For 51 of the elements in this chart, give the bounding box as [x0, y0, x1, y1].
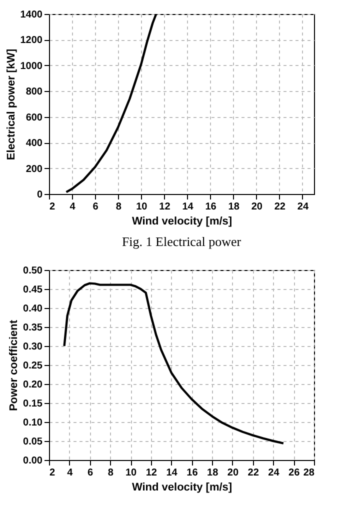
x-tick-label: 14	[166, 468, 178, 478]
y-tick-label: 0.50	[23, 266, 43, 276]
x-tick-label: 6	[87, 468, 94, 478]
y-tick-label: 0.40	[23, 304, 43, 314]
x-tick-label: 6	[92, 202, 99, 212]
y-tick-label: 0.20	[23, 380, 43, 390]
y-tick-label: 0.15	[23, 398, 43, 410]
x-tick-label: 10	[125, 468, 138, 478]
x-tick-label: 4	[70, 202, 76, 212]
y-tick-label: 600	[26, 112, 43, 124]
x-tick-label: 2	[50, 468, 56, 478]
x-axis-title: Wind velocity [m/s]	[132, 482, 232, 494]
y-tick-label: 0.05	[23, 436, 43, 448]
x-tick-label: 20	[227, 468, 239, 478]
x-tick-label: 10	[136, 202, 148, 212]
x-tick-label: 8	[116, 202, 122, 212]
x-tick-label: 12	[146, 468, 158, 478]
x-tick-label: 4	[67, 468, 74, 478]
x-axis-title: Wind velocity [m/s]	[132, 216, 232, 228]
y-tick-label: 0.00	[23, 456, 43, 466]
x-tick-label: 8	[108, 468, 114, 478]
x-tick-label: 12	[159, 202, 171, 212]
y-tick-label: 0.35	[23, 322, 43, 334]
y-tick-label: 400	[26, 138, 43, 150]
y-tick-label: 0	[36, 190, 43, 200]
x-tick-label: 24	[297, 202, 309, 212]
x-tick-label: 16	[186, 468, 198, 478]
x-tick-label: 26	[288, 468, 300, 478]
x-tick-label: 18	[207, 468, 219, 478]
x-tick-label: 22	[274, 202, 286, 212]
y-tick-label: 0.30	[23, 342, 43, 352]
caption: Fig. 1 Electrical power	[122, 234, 242, 249]
x-tick-label: 2	[50, 202, 56, 212]
y-tick-label: 200	[26, 164, 43, 175]
y-tick-label: 1200	[20, 35, 43, 46]
x-tick-label: 20	[251, 202, 263, 212]
x-tick-label: 24	[268, 468, 280, 478]
x-tick-label: 16	[205, 202, 217, 212]
y-tick-label: 0.25	[23, 360, 43, 372]
y-tick-label: 0.10	[23, 418, 43, 428]
x-tick-label: 18	[228, 202, 240, 212]
y-tick-label: 800	[26, 86, 43, 98]
line-series	[63, 282, 285, 444]
y-axis-title: Power coefficient	[8, 320, 20, 412]
x-tick-label: 22	[248, 468, 260, 478]
y-axis-title: Electrical power [kW]	[5, 48, 18, 160]
y-tick-label: 1400	[20, 10, 43, 20]
y-tick-label: 1000	[20, 60, 43, 72]
x-tick-label: 28	[303, 468, 315, 478]
y-tick-label: 0.45	[23, 284, 43, 296]
x-tick-label: 14	[182, 202, 194, 212]
